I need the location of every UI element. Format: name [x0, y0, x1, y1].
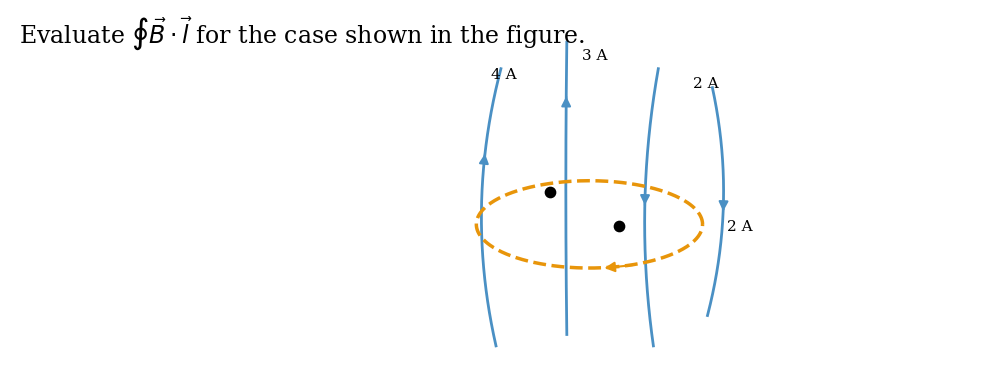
- Text: 4 A: 4 A: [491, 68, 517, 82]
- Text: 2 A: 2 A: [727, 220, 753, 234]
- Point: [611, 223, 627, 229]
- Text: 3 A: 3 A: [581, 49, 607, 63]
- Point: [543, 189, 558, 195]
- Text: 2 A: 2 A: [692, 78, 718, 92]
- Text: Evaluate $\oint \vec{B} \cdot \vec{l}$ for the case shown in the figure.: Evaluate $\oint \vec{B} \cdot \vec{l}$ f…: [19, 16, 585, 53]
